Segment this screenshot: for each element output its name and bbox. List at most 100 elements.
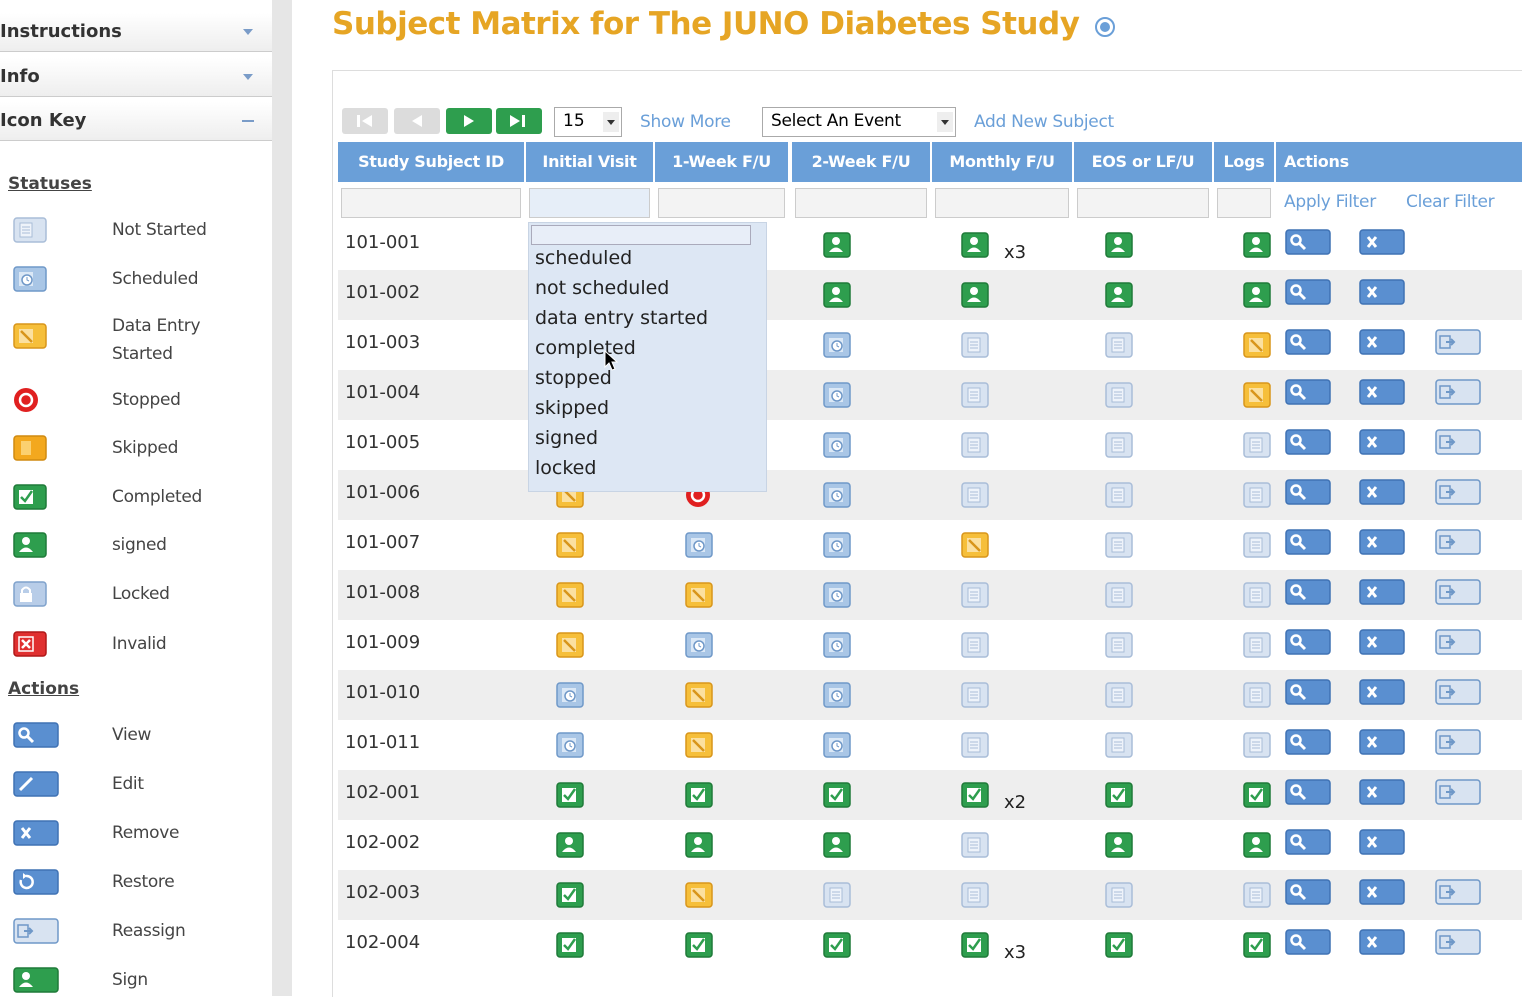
dropdown-option[interactable]: completed bbox=[535, 337, 636, 359]
status-icon[interactable] bbox=[822, 881, 852, 909]
subject-id[interactable]: 102-002 bbox=[345, 832, 421, 853]
action-icon[interactable] bbox=[1434, 778, 1482, 806]
column-header[interactable]: Actions bbox=[1276, 142, 1522, 182]
action-icon[interactable] bbox=[1284, 778, 1332, 806]
action-icon[interactable] bbox=[1284, 478, 1332, 506]
action-icon[interactable] bbox=[1434, 728, 1482, 756]
dropdown-option[interactable]: data entry started bbox=[535, 307, 709, 329]
filter-link[interactable]: Apply Filter bbox=[1284, 192, 1376, 212]
status-icon[interactable] bbox=[960, 931, 990, 959]
status-icon[interactable] bbox=[1104, 631, 1134, 659]
status-icon[interactable] bbox=[960, 631, 990, 659]
status-icon[interactable] bbox=[555, 831, 585, 859]
status-icon[interactable] bbox=[1242, 281, 1272, 309]
status-icon[interactable] bbox=[1242, 731, 1272, 759]
action-icon[interactable] bbox=[1434, 378, 1482, 406]
filter-box[interactable] bbox=[935, 188, 1069, 218]
action-icon[interactable] bbox=[1358, 378, 1406, 406]
status-icon[interactable] bbox=[555, 531, 585, 559]
status-icon[interactable] bbox=[1242, 431, 1272, 459]
subject-id[interactable]: 101-005 bbox=[345, 432, 421, 453]
action-icon[interactable] bbox=[1434, 478, 1482, 506]
action-icon[interactable] bbox=[1284, 228, 1332, 256]
action-icon[interactable] bbox=[1284, 928, 1332, 956]
filter-box[interactable] bbox=[529, 188, 650, 218]
status-icon[interactable] bbox=[555, 581, 585, 609]
action-icon[interactable] bbox=[1358, 278, 1406, 306]
filter-box[interactable] bbox=[1217, 188, 1271, 218]
subject-id[interactable]: 101-004 bbox=[345, 382, 421, 403]
column-header[interactable]: 1-Week F/U bbox=[655, 142, 788, 182]
action-icon[interactable] bbox=[1434, 428, 1482, 456]
status-icon[interactable] bbox=[684, 581, 714, 609]
action-icon[interactable] bbox=[1358, 778, 1406, 806]
page-size-select[interactable]: 15 bbox=[554, 107, 622, 137]
status-icon[interactable] bbox=[1242, 681, 1272, 709]
status-icon[interactable] bbox=[684, 781, 714, 809]
status-icon[interactable] bbox=[960, 381, 990, 409]
show-more-link[interactable]: Show More bbox=[640, 112, 731, 132]
dropdown-option[interactable]: stopped bbox=[535, 367, 612, 389]
status-icon[interactable] bbox=[1104, 931, 1134, 959]
status-icon[interactable] bbox=[1104, 481, 1134, 509]
status-icon[interactable] bbox=[822, 931, 852, 959]
dropdown-option[interactable]: skipped bbox=[535, 397, 610, 419]
status-icon[interactable] bbox=[960, 881, 990, 909]
status-icon[interactable] bbox=[555, 781, 585, 809]
action-icon[interactable] bbox=[1358, 728, 1406, 756]
status-icon[interactable] bbox=[1104, 781, 1134, 809]
subject-id[interactable]: 102-001 bbox=[345, 782, 421, 803]
status-icon[interactable] bbox=[1242, 881, 1272, 909]
action-icon[interactable] bbox=[1284, 528, 1332, 556]
action-icon[interactable] bbox=[1434, 878, 1482, 906]
status-icon[interactable] bbox=[960, 781, 990, 809]
status-icon[interactable] bbox=[822, 531, 852, 559]
column-header[interactable]: Initial Visit bbox=[526, 142, 653, 182]
action-icon[interactable] bbox=[1284, 428, 1332, 456]
column-header[interactable]: Logs bbox=[1214, 142, 1274, 182]
filter-box[interactable] bbox=[1077, 188, 1209, 218]
action-icon[interactable] bbox=[1434, 678, 1482, 706]
subject-id[interactable]: 102-003 bbox=[345, 882, 421, 903]
status-icon[interactable] bbox=[555, 931, 585, 959]
action-icon[interactable] bbox=[1434, 628, 1482, 656]
action-icon[interactable] bbox=[1434, 578, 1482, 606]
sidebar-panel-header[interactable]: Info bbox=[0, 58, 272, 97]
action-icon[interactable] bbox=[1434, 528, 1482, 556]
status-icon[interactable] bbox=[555, 881, 585, 909]
action-icon[interactable] bbox=[1358, 878, 1406, 906]
filter-box[interactable] bbox=[658, 188, 785, 218]
filter-dropdown-input[interactable] bbox=[531, 225, 751, 245]
status-icon[interactable] bbox=[684, 531, 714, 559]
action-icon[interactable] bbox=[1284, 828, 1332, 856]
status-icon[interactable] bbox=[822, 481, 852, 509]
status-icon[interactable] bbox=[1104, 731, 1134, 759]
action-icon[interactable] bbox=[1358, 528, 1406, 556]
action-icon[interactable] bbox=[1434, 928, 1482, 956]
action-icon[interactable] bbox=[1284, 378, 1332, 406]
status-icon[interactable] bbox=[1104, 881, 1134, 909]
status-icon[interactable] bbox=[822, 281, 852, 309]
subject-id[interactable]: 101-010 bbox=[345, 682, 421, 703]
subject-id[interactable]: 101-003 bbox=[345, 332, 421, 353]
dropdown-option[interactable]: signed bbox=[535, 427, 599, 449]
action-icon[interactable] bbox=[1434, 328, 1482, 356]
action-icon[interactable] bbox=[1284, 328, 1332, 356]
status-icon[interactable] bbox=[1242, 581, 1272, 609]
action-icon[interactable] bbox=[1358, 328, 1406, 356]
status-icon[interactable] bbox=[1242, 331, 1272, 359]
status-icon[interactable] bbox=[822, 231, 852, 259]
action-icon[interactable] bbox=[1358, 928, 1406, 956]
action-icon[interactable] bbox=[1358, 478, 1406, 506]
action-icon[interactable] bbox=[1284, 628, 1332, 656]
filter-link[interactable]: Clear Filter bbox=[1406, 192, 1495, 212]
status-icon[interactable] bbox=[960, 331, 990, 359]
status-icon[interactable] bbox=[1104, 531, 1134, 559]
status-icon[interactable] bbox=[960, 731, 990, 759]
subject-id[interactable]: 102-004 bbox=[345, 932, 421, 953]
status-icon[interactable] bbox=[822, 581, 852, 609]
add-subject-link[interactable]: Add New Subject bbox=[974, 112, 1114, 132]
status-icon[interactable] bbox=[822, 381, 852, 409]
status-icon[interactable] bbox=[1242, 931, 1272, 959]
status-icon[interactable] bbox=[555, 731, 585, 759]
